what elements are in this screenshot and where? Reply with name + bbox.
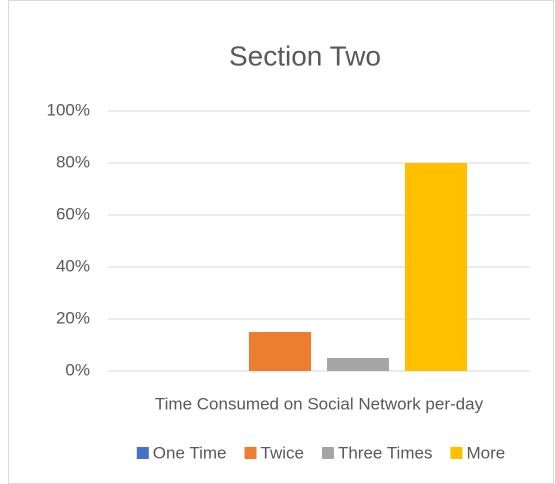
legend-label: One Time bbox=[153, 443, 227, 462]
bar bbox=[327, 358, 389, 371]
legend-swatch bbox=[244, 447, 257, 459]
bar bbox=[405, 163, 467, 371]
legend-label: Three Times bbox=[338, 443, 432, 462]
legend-swatch bbox=[136, 447, 149, 459]
chart-title: Section Two bbox=[229, 40, 381, 71]
y-tick-label: 40% bbox=[56, 256, 90, 275]
y-tick-label: 20% bbox=[56, 308, 90, 327]
y-tick-label: 100% bbox=[47, 100, 90, 119]
legend-label: Twice bbox=[261, 443, 304, 462]
legend-swatch bbox=[450, 447, 463, 459]
x-tick-label: Time Consumed on Social Network per-day bbox=[155, 394, 484, 413]
y-tick-label: 0% bbox=[65, 360, 90, 379]
y-tick-label: 80% bbox=[56, 152, 90, 171]
bar bbox=[249, 332, 311, 371]
legend-label: More bbox=[466, 443, 505, 462]
y-tick-label: 60% bbox=[56, 204, 90, 223]
legend-swatch bbox=[321, 447, 334, 459]
